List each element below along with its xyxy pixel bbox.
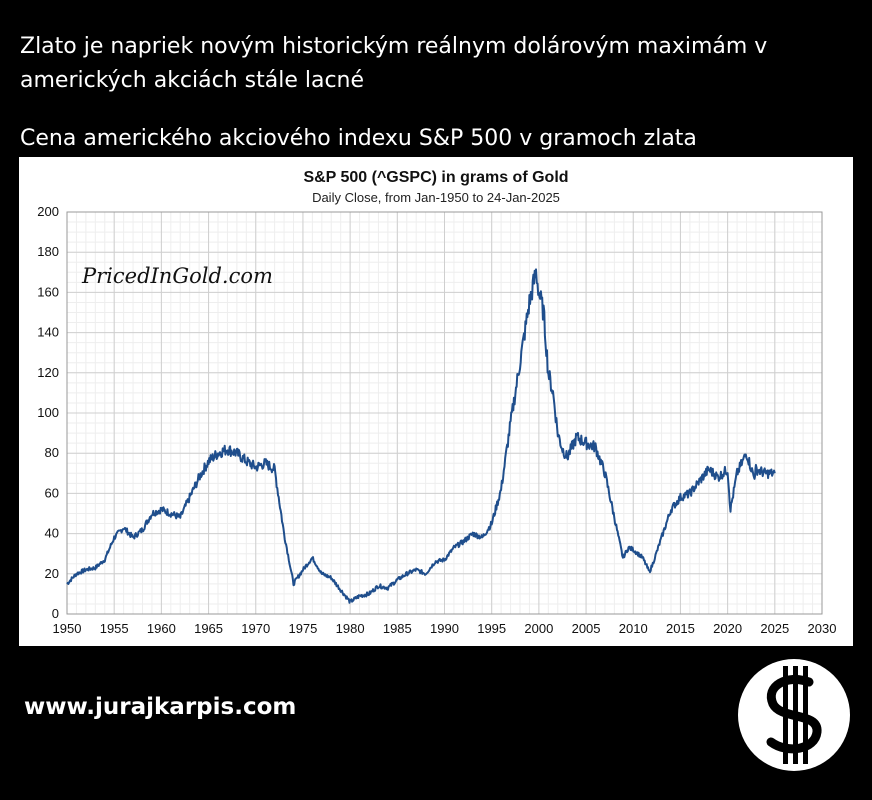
y-tick-label: 200 — [37, 204, 59, 219]
website-link[interactable]: www.jurajkarpis.com — [24, 694, 297, 720]
x-tick-label: 1965 — [194, 621, 223, 636]
dollar-logo-icon — [738, 659, 850, 771]
chart-panel: 0 20 40 60 80 100 120 140 160 180 200 1950 1955 1960… — [19, 157, 853, 646]
x-tick-label: 1955 — [100, 621, 129, 636]
x-tick-label: 1975 — [288, 621, 317, 636]
chart-title: S&P 500 (^GSPC) in grams of Gold — [303, 169, 568, 186]
x-tick-label: 1950 — [53, 621, 82, 636]
sp500-gold-chart: 0 20 40 60 80 100 120 140 160 180 200 1950 1955 1960… — [37, 169, 837, 636]
y-tick-label: 120 — [37, 365, 59, 380]
x-tick-label: 1990 — [430, 621, 459, 636]
x-axis-ticks: 1950 1955 1960 1965 1970 1975 1980 1985 1990 1995… — [53, 621, 837, 636]
watermark-logo: PricedInGold.com — [81, 264, 273, 288]
y-tick-label: 180 — [37, 244, 59, 259]
x-tick-label: 1970 — [241, 621, 270, 636]
x-tick-label: 2010 — [619, 621, 648, 636]
plot-area-border — [66, 211, 823, 615]
y-tick-label: 80 — [45, 445, 59, 460]
headline: Zlato je napriek novým historickým reáln… — [20, 34, 768, 93]
x-tick-label: 1960 — [147, 621, 176, 636]
chart-subtitle: Daily Close, from Jan-1950 to 24-Jan-202… — [312, 190, 560, 205]
x-tick-label: 2005 — [572, 621, 601, 636]
y-tick-label: 60 — [45, 485, 59, 500]
y-tick-label: 100 — [37, 405, 59, 420]
x-tick-label: 2015 — [666, 621, 695, 636]
x-tick-label: 2030 — [808, 621, 837, 636]
x-tick-label: 2025 — [760, 621, 789, 636]
y-tick-label: 140 — [37, 325, 59, 340]
x-tick-label: 1985 — [383, 621, 412, 636]
series-line — [66, 268, 776, 604]
subheadline: Cena amerického akciového indexu S&P 500… — [20, 126, 697, 151]
y-axis-ticks: 0 20 40 60 80 100 120 140 160 180 200 — [37, 204, 59, 621]
y-tick-label: 0 — [52, 606, 59, 621]
y-tick-label: 160 — [37, 284, 59, 299]
x-tick-label: 2000 — [524, 621, 553, 636]
x-tick-label: 1995 — [477, 621, 506, 636]
y-tick-label: 20 — [45, 566, 59, 581]
x-tick-label: 1980 — [336, 621, 365, 636]
y-tick-label: 40 — [45, 526, 59, 541]
x-tick-label: 2020 — [713, 621, 742, 636]
